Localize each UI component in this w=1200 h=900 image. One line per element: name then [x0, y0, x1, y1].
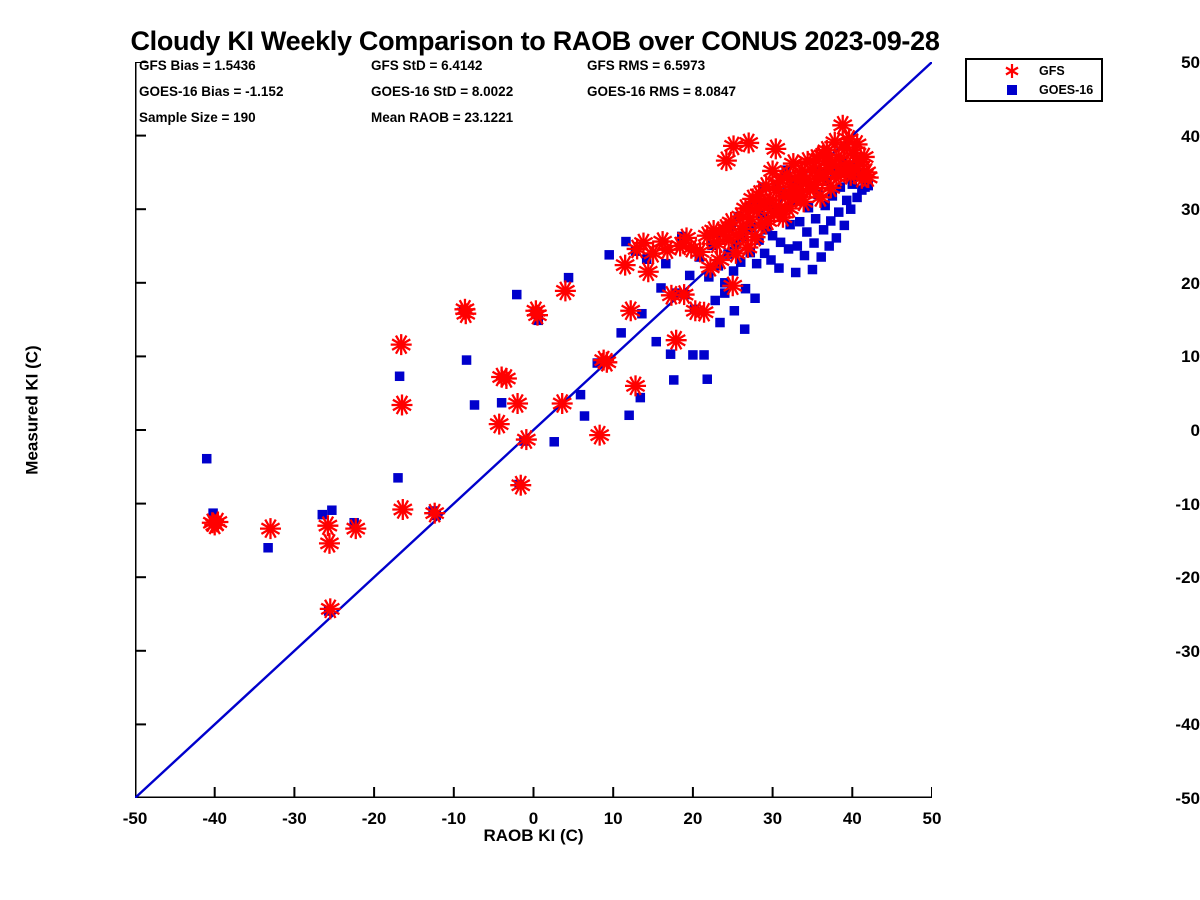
axis-frame: [135, 62, 932, 798]
stat-goes-rms: GOES-16 RMS = 8.0847: [587, 84, 736, 99]
legend-row-gfs: GFS: [967, 61, 1101, 81]
stat-goes-bias: GOES-16 Bias = -1.152: [139, 84, 284, 99]
y-tick-label: -40: [1175, 715, 1200, 735]
y-tick-label: 50: [1181, 53, 1200, 72]
x-tick-label: -40: [202, 809, 227, 828]
legend-label-goes: GOES-16: [1039, 83, 1094, 97]
stat-gfs-std: GFS StD = 6.4142: [371, 58, 483, 73]
stats-annotation-block: GFS Bias = 1.5436 GFS StD = 6.4142 GFS R…: [139, 58, 839, 136]
stat-mean-raob: Mean RAOB = 23.1221: [371, 110, 514, 125]
stat-goes-std: GOES-16 StD = 8.0022: [371, 84, 514, 99]
stat-gfs-rms: GFS RMS = 6.5973: [587, 58, 706, 73]
stats-row-3: Sample Size = 190 Mean RAOB = 23.1221: [139, 110, 839, 136]
y-tick-label: -10: [1175, 494, 1200, 514]
y-tick-label: -20: [1175, 568, 1200, 588]
x-tick-label: 10: [603, 809, 623, 828]
legend-label-gfs: GFS: [1039, 64, 1065, 78]
goes-square-icon: [1001, 80, 1023, 100]
scatter-plot-canvas: [135, 62, 932, 798]
x-tick-label: -50: [122, 809, 148, 828]
page-title: Cloudy KI Weekly Comparison to RAOB over…: [130, 26, 940, 56]
legend-row-goes: GOES-16: [967, 80, 1101, 100]
x-tick-label: -10: [441, 809, 467, 828]
series-goes-16-points: [201, 157, 873, 616]
y-tick-label: 40: [1181, 126, 1200, 146]
x-tick-label: 20: [683, 809, 703, 828]
x-tick-label: -30: [282, 809, 307, 828]
stat-sample-size: Sample Size = 190: [139, 110, 256, 125]
y-tick-label: 10: [1181, 347, 1200, 367]
plot-area: [135, 62, 932, 798]
y-tick-label: 0: [1190, 421, 1200, 440]
x-axis-title: RAOB KI (C): [483, 826, 584, 845]
x-tick-label: 0: [528, 809, 539, 828]
series-gfs-points: [201, 114, 879, 620]
x-tick-label: 30: [763, 809, 783, 828]
legend: GFS GOES-16: [965, 58, 1103, 102]
x-tick-label: -20: [361, 809, 387, 828]
stats-row-1: GFS Bias = 1.5436 GFS StD = 6.4142 GFS R…: [139, 58, 839, 84]
y-tick-label: -30: [1175, 641, 1200, 661]
stats-row-2: GOES-16 Bias = -1.152 GOES-16 StD = 8.00…: [139, 84, 839, 110]
x-tick-label: 40: [842, 809, 862, 828]
y-tick-label: 30: [1181, 200, 1200, 220]
x-tick-label: 50: [922, 809, 942, 828]
y-tick-label: -50: [1175, 789, 1200, 808]
y-tick-label: 20: [1181, 273, 1200, 293]
y-axis-title: Measured KI (C): [22, 345, 42, 475]
gfs-asterisk-icon: [1001, 61, 1023, 81]
stat-gfs-bias: GFS Bias = 1.5436: [139, 58, 256, 73]
